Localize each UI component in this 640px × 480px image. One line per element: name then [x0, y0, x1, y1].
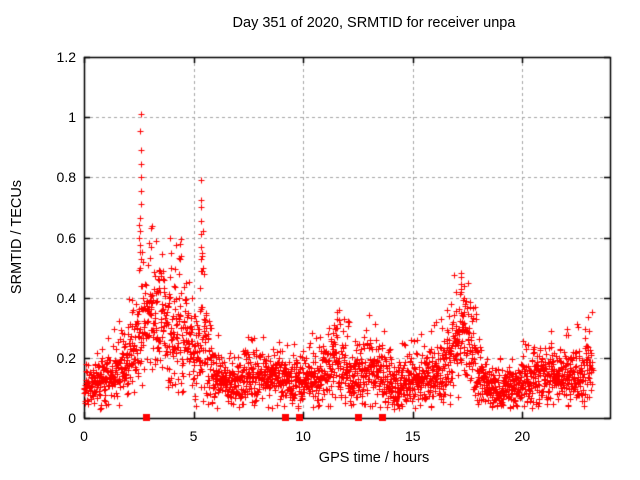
y-tick-label: 0.2 — [56, 349, 76, 366]
y-tick-label: 0.6 — [56, 229, 76, 246]
x-tick-label: 0 — [80, 428, 88, 444]
x-tick-label: 20 — [514, 428, 531, 444]
y-tick-label: 1 — [68, 109, 76, 126]
x-axis-label-text: GPS time / hours — [318, 450, 430, 466]
y-tick-label: 0 — [68, 410, 76, 426]
x-axis-label: GPS time / hours — [0, 450, 640, 466]
y-tick-label: 1.2 — [56, 49, 76, 65]
x-tick-label: 15 — [404, 428, 421, 444]
y-tick-label: 0.8 — [56, 169, 76, 186]
chart-title-text: Day 351 of 2020, SRMTID for receiver unp… — [232, 15, 516, 31]
x-tick-label: 5 — [189, 428, 198, 444]
y-tick-label: 0.4 — [56, 289, 76, 306]
chart-title: Day 351 of 2020, SRMTID for receiver unp… — [0, 15, 640, 31]
x-tick-label: 10 — [295, 428, 311, 444]
